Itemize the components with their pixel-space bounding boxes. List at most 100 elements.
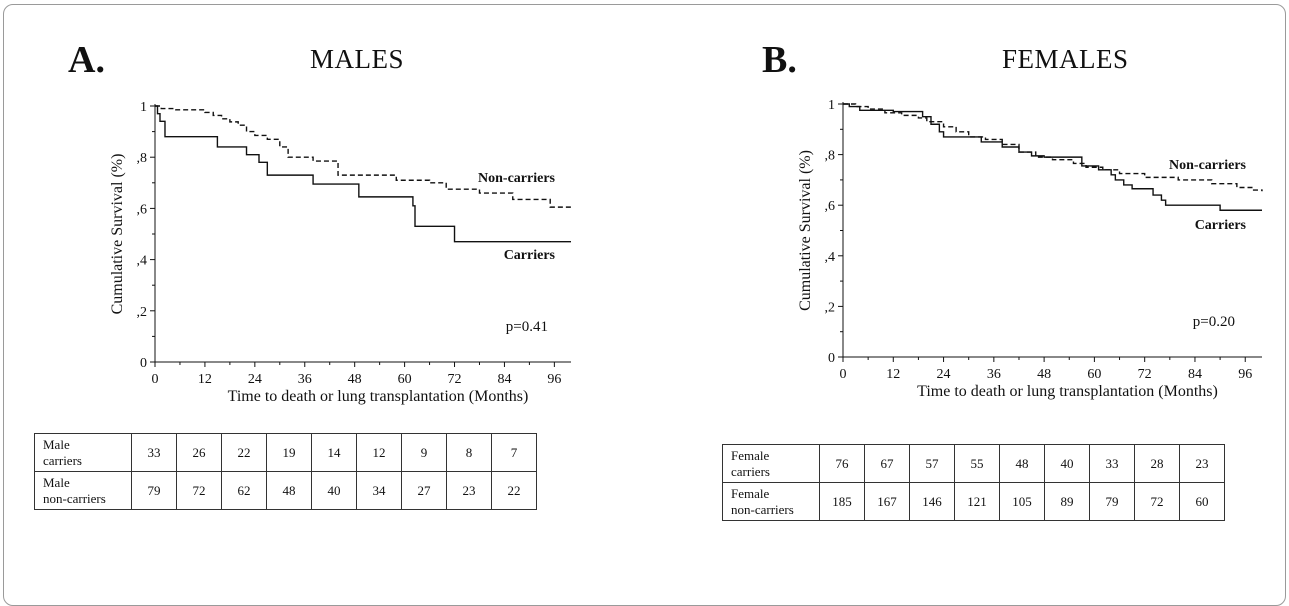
panel-title: MALES bbox=[310, 44, 405, 74]
p-value-label: p=0.41 bbox=[506, 319, 548, 335]
table-row: Female carriers 76 67 57 55 48 40 33 28 … bbox=[722, 444, 1225, 483]
row-label-line: Female bbox=[731, 447, 770, 463]
table-cell: 76 bbox=[819, 444, 865, 483]
table-cell: 40 bbox=[1044, 444, 1090, 483]
table-row: Male carriers 33 26 22 19 14 12 9 8 7 bbox=[34, 433, 537, 472]
panel-males: A. MALES 0 12 24 36 48 60 72 84 96 0 ,2 ,4 ,6 ,8 1 Time… bbox=[0, 0, 640, 542]
risk-table-males: Male carriers 33 26 22 19 14 12 9 8 7 Ma… bbox=[34, 433, 537, 510]
non-carriers-curve bbox=[155, 105, 572, 209]
row-label-line: carriers bbox=[731, 463, 770, 479]
risk-table-females: Female carriers 76 67 57 55 48 40 33 28 … bbox=[722, 444, 1225, 521]
x-tick-label: 36 bbox=[987, 367, 1001, 382]
row-label-line: Male bbox=[43, 436, 70, 452]
row-label-line: carriers bbox=[43, 452, 82, 468]
row-label: Female non-carriers bbox=[722, 482, 820, 521]
table-cell: 60 bbox=[1179, 482, 1225, 521]
panel-letter: B. bbox=[762, 39, 797, 81]
x-tick-label: 60 bbox=[1087, 367, 1101, 382]
y-tick-label: ,6 bbox=[825, 199, 836, 214]
panel-females: B. FEMALES 0 12 24 36 48 60 72 84 96 0 ,2 ,4 ,6 ,8 1 Ti… bbox=[650, 0, 1289, 542]
table-cell: 33 bbox=[1089, 444, 1135, 483]
table-row: Female non-carriers 185 167 146 121 105 … bbox=[722, 482, 1225, 521]
row-label-line: non-carriers bbox=[43, 490, 106, 506]
y-tick-label: ,4 bbox=[825, 250, 836, 265]
table-cell: 23 bbox=[1179, 444, 1225, 483]
y-tick-label: 1 bbox=[828, 98, 835, 113]
table-cell: 121 bbox=[954, 482, 1000, 521]
table-cell: 79 bbox=[131, 471, 177, 510]
table-cell: 22 bbox=[221, 433, 267, 472]
x-tick-label: 24 bbox=[248, 372, 262, 387]
table-cell: 48 bbox=[999, 444, 1045, 483]
non-carriers-curve bbox=[843, 103, 1263, 192]
row-label-line: Female bbox=[731, 485, 770, 501]
table-cell: 9 bbox=[401, 433, 447, 472]
p-value-label: p=0.20 bbox=[1193, 314, 1235, 330]
table-cell: 185 bbox=[819, 482, 865, 521]
panel-letter: A. bbox=[68, 39, 105, 81]
table-row: Male non-carriers 79 72 62 48 40 34 27 2… bbox=[34, 471, 537, 510]
table-cell: 146 bbox=[909, 482, 955, 521]
x-tick-label: 72 bbox=[448, 372, 462, 387]
carriers-label: Carriers bbox=[504, 248, 556, 263]
table-cell: 26 bbox=[176, 433, 222, 472]
y-tick-label: ,6 bbox=[137, 202, 148, 217]
carriers-curve bbox=[155, 105, 571, 243]
y-tick-label: 0 bbox=[828, 351, 835, 366]
y-tick-label: ,8 bbox=[825, 149, 836, 164]
x-tick-label: 12 bbox=[198, 372, 212, 387]
table-cell: 105 bbox=[999, 482, 1045, 521]
x-tick-label: 72 bbox=[1138, 367, 1152, 382]
table-cell: 89 bbox=[1044, 482, 1090, 521]
y-tick-label: ,8 bbox=[137, 151, 148, 166]
x-tick-label: 36 bbox=[298, 372, 312, 387]
table-cell: 19 bbox=[266, 433, 312, 472]
y-axis-label: Cumulative Survival (%) bbox=[797, 150, 814, 311]
y-tick-label: ,2 bbox=[825, 300, 836, 315]
x-tick-label: 12 bbox=[886, 367, 900, 382]
x-tick-label: 24 bbox=[937, 367, 951, 382]
y-axis-label: Cumulative Survival (%) bbox=[109, 154, 126, 315]
carriers-curve bbox=[843, 103, 1262, 211]
non-carriers-label: Non-carriers bbox=[1169, 158, 1247, 173]
survival-chart-females: 0 12 24 36 48 60 72 84 96 0 ,2 ,4 ,6 ,8 1 Time to death… bbox=[797, 98, 1263, 400]
table-cell: 14 bbox=[311, 433, 357, 472]
x-axis-label: Time to death or lung transplantation (M… bbox=[917, 383, 1218, 400]
table-cell: 67 bbox=[864, 444, 910, 483]
table-cell: 40 bbox=[311, 471, 357, 510]
carriers-label: Carriers bbox=[1195, 218, 1247, 233]
x-tick-label: 0 bbox=[840, 367, 847, 382]
panel-title: FEMALES bbox=[1002, 44, 1129, 74]
table-cell: 12 bbox=[356, 433, 402, 472]
x-tick-label: 96 bbox=[1238, 367, 1252, 382]
row-label: Male carriers bbox=[34, 433, 132, 472]
x-tick-label: 0 bbox=[152, 372, 159, 387]
x-tick-label: 96 bbox=[547, 372, 561, 387]
table-cell: 72 bbox=[176, 471, 222, 510]
table-cell: 22 bbox=[491, 471, 537, 510]
row-label: Male non-carriers bbox=[34, 471, 132, 510]
table-cell: 34 bbox=[356, 471, 402, 510]
table-cell: 62 bbox=[221, 471, 267, 510]
x-tick-label: 48 bbox=[348, 372, 362, 387]
non-carriers-label: Non-carriers bbox=[478, 171, 556, 186]
table-cell: 23 bbox=[446, 471, 492, 510]
x-tick-label: 84 bbox=[497, 372, 511, 387]
table-cell: 33 bbox=[131, 433, 177, 472]
table-cell: 55 bbox=[954, 444, 1000, 483]
row-label-line: non-carriers bbox=[731, 501, 794, 517]
table-cell: 8 bbox=[446, 433, 492, 472]
table-cell: 27 bbox=[401, 471, 447, 510]
survival-chart-males: 0 12 24 36 48 60 72 84 96 0 ,2 ,4 ,6 ,8 1 Time to death… bbox=[109, 100, 572, 405]
x-tick-label: 84 bbox=[1188, 367, 1202, 382]
y-tick-label: 0 bbox=[140, 356, 147, 371]
table-cell: 79 bbox=[1089, 482, 1135, 521]
x-tick-label: 60 bbox=[398, 372, 412, 387]
row-label: Female carriers bbox=[722, 444, 820, 483]
table-cell: 57 bbox=[909, 444, 955, 483]
table-cell: 48 bbox=[266, 471, 312, 510]
row-label-line: Male bbox=[43, 474, 70, 490]
x-tick-label: 48 bbox=[1037, 367, 1051, 382]
table-cell: 167 bbox=[864, 482, 910, 521]
